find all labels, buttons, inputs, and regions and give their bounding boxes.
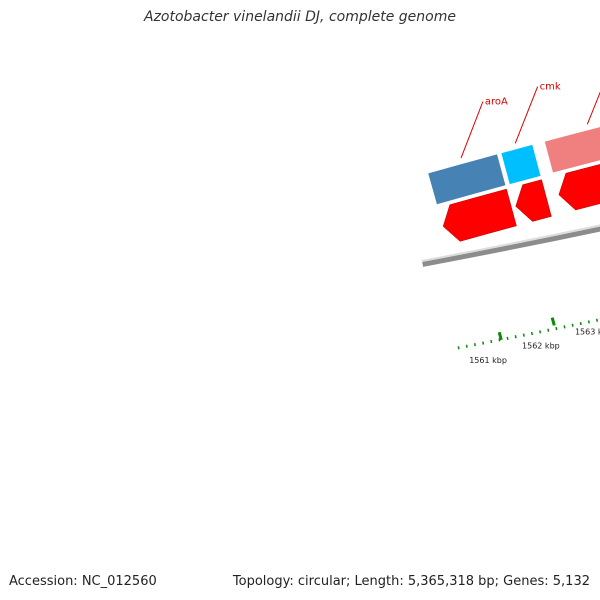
- label-leader-aroa: [460, 101, 484, 159]
- label-leader-cmk: [514, 86, 539, 144]
- gene-track: [428, 127, 600, 242]
- cds-arrow-aroa: [442, 188, 517, 242]
- gene-label-layer: aroAcmkrpsAihfBAvin_15890Avin_15900rfaHr…: [460, 82, 600, 159]
- feature-block-aroa: [428, 154, 506, 205]
- tick-label: 1562 kbp: [522, 342, 560, 351]
- major-tick: [497, 331, 503, 341]
- tick-label: 1563 kbp: [575, 328, 600, 337]
- tick-label: 1561 kbp: [469, 356, 507, 365]
- backbone-arc: [422, 226, 600, 267]
- genome-summary: Topology: circular; Length: 5,365,318 bp…: [232, 574, 590, 589]
- label-leader-rpsa: [586, 91, 600, 125]
- backbone-highlight: [421, 224, 600, 262]
- cds-arrow-cmk: [515, 179, 552, 222]
- feature-block-cmk: [501, 144, 541, 185]
- gene-label-cmk: cmk: [540, 82, 561, 93]
- map-title: Azotobacter vinelandii DJ, complete geno…: [144, 9, 456, 25]
- feature-block-rpsa: [544, 127, 600, 173]
- accession-label: Accession: NC_012560: [9, 574, 157, 589]
- genome-backbone: [421, 224, 600, 267]
- major-tick: [550, 317, 556, 326]
- gene-label-aroa: aroA: [485, 97, 508, 108]
- cds-arrow-rpsa: [558, 164, 600, 211]
